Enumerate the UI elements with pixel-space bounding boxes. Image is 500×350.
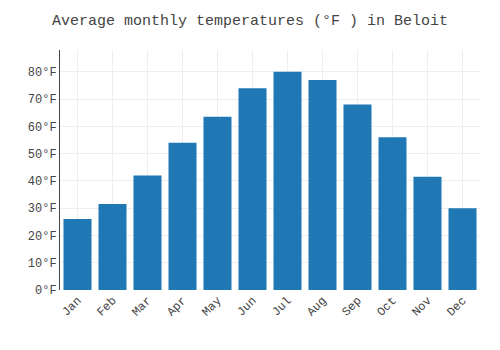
svg-text:Dec: Dec — [444, 294, 469, 319]
svg-text:30°F: 30°F — [28, 202, 57, 216]
svg-text:Apr: Apr — [164, 294, 189, 319]
svg-text:Oct: Oct — [374, 294, 399, 319]
svg-text:Jul: Jul — [269, 294, 294, 319]
svg-text:20°F: 20°F — [28, 230, 57, 244]
svg-text:Average monthly temperatures (: Average monthly temperatures (°F ) in Be… — [52, 13, 448, 30]
svg-text:Aug: Aug — [304, 294, 329, 319]
svg-text:Sep: Sep — [339, 294, 364, 319]
svg-text:70°F: 70°F — [28, 93, 57, 107]
svg-text:May: May — [199, 294, 224, 319]
svg-text:80°F: 80°F — [28, 66, 57, 80]
svg-text:Jun: Jun — [234, 294, 259, 319]
svg-text:40°F: 40°F — [28, 175, 57, 189]
svg-text:Jan: Jan — [59, 294, 84, 319]
svg-text:50°F: 50°F — [28, 148, 57, 162]
svg-text:10°F: 10°F — [28, 257, 57, 271]
svg-text:Feb: Feb — [94, 294, 119, 319]
svg-text:Nov: Nov — [409, 294, 434, 319]
svg-text:Mar: Mar — [129, 294, 154, 319]
svg-text:60°F: 60°F — [28, 121, 57, 135]
svg-text:0°F: 0°F — [35, 284, 57, 298]
